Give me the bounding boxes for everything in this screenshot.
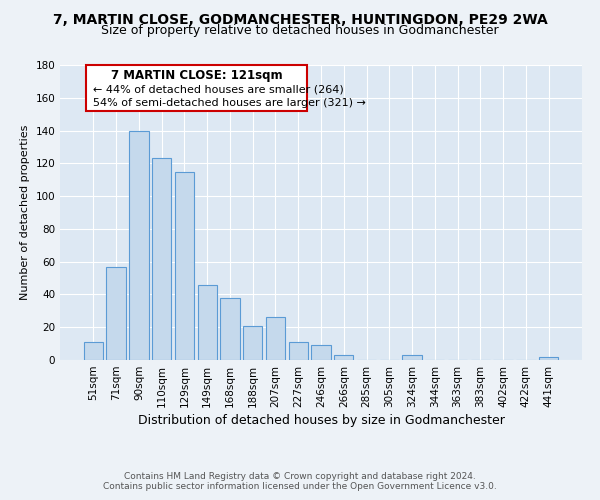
Bar (84, 342, 103, 360)
Text: 7 MARTIN CLOSE: 121sqm: 7 MARTIN CLOSE: 121sqm (111, 69, 283, 82)
Text: Size of property relative to detached houses in Godmanchester: Size of property relative to detached ho… (101, 24, 499, 37)
Bar (311, 345, 331, 360)
Bar (334, 355, 353, 360)
Bar (289, 342, 308, 360)
Bar (175, 172, 194, 360)
Bar (266, 318, 285, 360)
Bar (403, 355, 422, 360)
X-axis label: Distribution of detached houses by size in Godmanchester: Distribution of detached houses by size … (137, 414, 505, 427)
Bar (220, 298, 239, 360)
Text: ← 44% of detached houses are smaller (264): ← 44% of detached houses are smaller (26… (94, 84, 344, 94)
Bar (197, 284, 217, 360)
Bar (106, 266, 126, 360)
Text: 7, MARTIN CLOSE, GODMANCHESTER, HUNTINGDON, PE29 2WA: 7, MARTIN CLOSE, GODMANCHESTER, HUNTINGD… (53, 12, 547, 26)
Bar (243, 326, 262, 360)
Y-axis label: Number of detached properties: Number of detached properties (20, 125, 30, 300)
Bar (129, 130, 149, 360)
Text: Contains HM Land Registry data © Crown copyright and database right 2024.: Contains HM Land Registry data © Crown c… (124, 472, 476, 481)
Bar (152, 158, 172, 360)
Text: Contains public sector information licensed under the Open Government Licence v3: Contains public sector information licen… (103, 482, 497, 491)
Text: 54% of semi-detached houses are larger (321) →: 54% of semi-detached houses are larger (… (94, 98, 366, 108)
Bar (539, 356, 558, 360)
